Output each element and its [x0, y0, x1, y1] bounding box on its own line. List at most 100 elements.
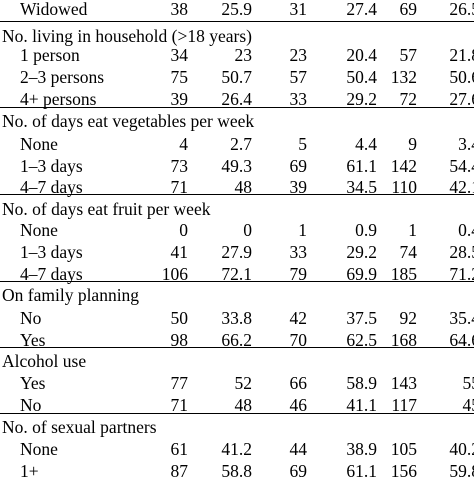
table-cell: 57	[400, 44, 418, 66]
row-label: Yes	[20, 372, 45, 394]
row-label: None	[20, 438, 58, 460]
table-cell: 57	[290, 66, 308, 88]
table-cell: 28.5	[449, 241, 474, 263]
section-divider	[0, 194, 474, 195]
section-divider	[0, 21, 474, 22]
section-heading: On family planning	[2, 284, 139, 306]
table-cell: 77	[171, 372, 189, 394]
table-cell: 20.4	[346, 44, 377, 66]
section-heading: Alcohol use	[2, 350, 86, 372]
table-cell: 61.1	[346, 460, 377, 482]
table-cell: 105	[391, 438, 417, 460]
section-divider	[0, 413, 474, 414]
table-row: No 50 33.8 42 37.5 92 35.4	[0, 307, 474, 329]
table-cell: 69	[400, 0, 418, 20]
table-cell: 4	[179, 133, 188, 155]
table-cell: 50.6	[449, 66, 474, 88]
table-row: None 0 0 1 0.9 1 0.4	[0, 219, 474, 241]
table-cell: 29.2	[346, 241, 377, 263]
table-row: 1–3 days 41 27.9 33 29.2 74 28.5	[0, 241, 474, 263]
table-cell: 23	[290, 44, 308, 66]
table-cell: 52	[235, 372, 253, 394]
row-label: Widowed	[20, 0, 87, 20]
table-cell: 50.4	[346, 66, 377, 88]
table-cell: 23	[235, 44, 253, 66]
row-label: 1–3 days	[20, 155, 83, 177]
table-row: 2–3 persons 75 50.7 57 50.4 132 50.6	[0, 66, 474, 88]
table-cell: 59.8	[449, 460, 474, 482]
section-heading-row: On family planning	[0, 284, 474, 306]
section-heading-row: No. of sexual partners	[0, 416, 474, 438]
table-cell: 40.2	[449, 438, 474, 460]
section-heading: No. of days eat vegetables per week	[2, 110, 254, 132]
section-divider	[0, 107, 474, 108]
table-cell: 75	[171, 66, 189, 88]
row-label: 1–3 days	[20, 241, 83, 263]
table-cell: 42	[290, 307, 308, 329]
table-cell: 33.8	[221, 307, 252, 329]
table-cell: 55	[463, 372, 474, 394]
table-cell: 87	[171, 460, 189, 482]
table-cell: 50	[171, 307, 189, 329]
table-row: Yes 77 52 66 58.9 143 55	[0, 372, 474, 394]
table-cell: 37.5	[346, 307, 377, 329]
table-cell: 54.4	[449, 155, 474, 177]
table-cell: 2.7	[230, 133, 252, 155]
table-cell: 143	[391, 372, 417, 394]
table-cell: 4.4	[355, 133, 377, 155]
table-cell: 61	[171, 438, 189, 460]
table-cell: 38	[171, 0, 189, 20]
table-cell: 92	[400, 307, 418, 329]
table-cell: 3.4	[458, 133, 474, 155]
table-cell: 74	[400, 241, 418, 263]
table-cell: 156	[391, 460, 417, 482]
row-label: 2–3 persons	[20, 66, 104, 88]
table-cell: 58.9	[346, 372, 377, 394]
row-label: No	[20, 307, 41, 329]
table-cell: 33	[290, 241, 308, 263]
table-cell: 73	[171, 155, 189, 177]
table-cell: 9	[408, 133, 417, 155]
table-cell: 41.2	[221, 438, 252, 460]
table-cell: 25.9	[221, 0, 252, 20]
table-row: Widowed 38 25.9 31 27.4 69 26.5	[0, 0, 474, 20]
table-cell: 27.9	[221, 241, 252, 263]
table-cell: 0.9	[355, 219, 377, 241]
row-label: 1+	[20, 460, 39, 482]
table-cell: 0	[179, 219, 188, 241]
table-cell: 66	[290, 372, 308, 394]
row-label: 1 person	[20, 44, 80, 66]
row-label: None	[20, 133, 58, 155]
table-cell: 26.5	[449, 0, 474, 20]
section-divider	[0, 347, 474, 348]
table-cell: 27.4	[346, 0, 377, 20]
table-cell: 38.9	[346, 438, 377, 460]
table-cell: 31	[290, 0, 308, 20]
table-cell: 41	[171, 241, 189, 263]
table-cell: 21.8	[449, 44, 474, 66]
table-cell: 69	[290, 460, 308, 482]
section-heading-row: No. of days eat fruit per week	[0, 198, 474, 220]
table-cell: 0.4	[458, 219, 474, 241]
table-cell: 61.1	[346, 155, 377, 177]
table-cell: 0	[243, 219, 252, 241]
table-row: 1 person 34 23 23 20.4 57 21.8	[0, 44, 474, 66]
table-cell: 50.7	[221, 66, 252, 88]
section-heading: No. of sexual partners	[2, 416, 157, 438]
table-cell: 142	[391, 155, 417, 177]
table-row: None 4 2.7 5 4.4 9 3.4	[0, 133, 474, 155]
section-heading: No. of days eat fruit per week	[2, 198, 210, 220]
section-heading-row: Alcohol use	[0, 350, 474, 372]
table-cell: 1	[298, 219, 307, 241]
table-row: 1+ 87 58.8 69 61.1 156 59.8	[0, 460, 474, 482]
table-cell: 132	[391, 66, 417, 88]
table-cell: 5	[298, 133, 307, 155]
table-cell: 35.4	[449, 307, 474, 329]
table-cell: 58.8	[221, 460, 252, 482]
table-cell: 34	[171, 44, 189, 66]
table-cell: 1	[408, 219, 417, 241]
table-cell: 69	[290, 155, 308, 177]
row-label: None	[20, 219, 58, 241]
